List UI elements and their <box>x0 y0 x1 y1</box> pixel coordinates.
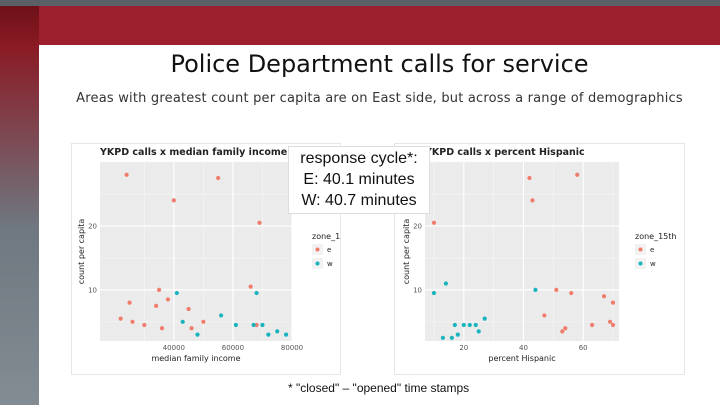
data-point-w <box>251 322 256 328</box>
data-point-e <box>542 313 547 318</box>
data-point-w <box>275 329 280 334</box>
x-tick-label: 80000 <box>281 344 303 352</box>
plot-background <box>100 162 292 341</box>
callout-heading: response cycle*: <box>300 150 418 167</box>
legend-key-w <box>638 261 643 266</box>
data-point-e <box>254 322 259 328</box>
data-point-w <box>254 290 259 296</box>
y-tick-label: 10 <box>88 286 97 294</box>
data-point-e <box>610 300 616 305</box>
x-axis-label: median family income <box>151 354 240 363</box>
data-point-w <box>431 290 437 296</box>
chart-title: YKPD calls x percent Hispanic <box>424 147 585 158</box>
data-point-e <box>127 300 132 305</box>
legend-key-w <box>315 261 320 266</box>
legend-label-w: w <box>327 260 333 268</box>
data-point-w <box>476 329 481 334</box>
data-point-e <box>171 198 176 203</box>
data-point-e <box>186 306 191 312</box>
data-point-e <box>118 316 123 321</box>
callout-east-time: E: 40.1 minutes <box>303 171 415 188</box>
data-point-e <box>530 198 535 203</box>
data-point-w <box>473 322 478 328</box>
income-scatter-chart: 40000 60000 80000 10 20 YKPD calls x median f… <box>77 147 340 363</box>
data-point-e <box>201 319 206 324</box>
y-tick-label: 20 <box>413 222 422 230</box>
y-tick-label: 10 <box>413 286 422 294</box>
footnote: * "closed" – "opened" time stamps <box>288 381 470 395</box>
legend-label-e: e <box>650 246 654 254</box>
data-point-w <box>219 313 224 318</box>
chart-title: YKPD calls x median family income <box>99 147 287 158</box>
data-point-e <box>156 287 162 292</box>
data-point-w <box>449 335 454 340</box>
data-point-e <box>257 220 262 225</box>
x-tick-label: 60000 <box>222 344 244 352</box>
legend-label-w: w <box>650 260 656 268</box>
data-point-e <box>563 326 568 331</box>
data-point-e <box>569 290 574 296</box>
legend-title: zone_15th <box>312 232 340 241</box>
data-point-w <box>233 322 238 328</box>
header-banner <box>39 6 720 45</box>
data-point-e <box>590 322 595 328</box>
data-point-e <box>165 297 171 302</box>
data-point-w <box>440 335 446 340</box>
data-point-e <box>554 287 559 292</box>
slide-subtitle: Areas with greatest count per capita are… <box>76 91 683 106</box>
response-cycle-callout: response cycle*: E: 40.1 minutes W: 40.7… <box>288 146 430 214</box>
data-point-e <box>189 326 194 331</box>
data-point-w <box>180 319 185 324</box>
data-point-e <box>607 319 613 324</box>
legend-key-e <box>315 247 320 252</box>
plot-background <box>425 162 619 341</box>
x-tick-label: 40 <box>519 344 528 352</box>
data-point-e <box>610 322 616 328</box>
data-point-e <box>575 172 580 177</box>
data-point-w <box>195 332 200 337</box>
callout-west-time: W: 40.7 minutes <box>301 192 417 209</box>
x-tick-label: 60 <box>579 344 588 352</box>
x-axis-label: percent Hispanic <box>488 354 555 363</box>
data-point-e <box>154 303 159 308</box>
data-point-e <box>216 175 221 181</box>
x-tick-label: 40000 <box>163 344 185 352</box>
legend-key-e <box>638 247 643 252</box>
data-point-w <box>455 332 460 337</box>
data-point-e <box>527 175 532 181</box>
y-axis-label: count per capita <box>402 219 411 285</box>
data-point-w <box>443 281 448 286</box>
data-point-w <box>467 322 472 328</box>
data-point-e <box>601 294 607 299</box>
slide-title: Police Department calls for service <box>170 50 589 78</box>
legend-label-e: e <box>327 246 331 254</box>
data-point-w <box>533 287 538 292</box>
hispanic-scatter-chart: 20 40 60 10 20 YKPD calls x percent Hispanic p… <box>402 147 676 363</box>
data-point-w <box>174 290 179 296</box>
data-point-w <box>452 322 457 328</box>
legend-title: zone_15th <box>635 232 676 241</box>
data-point-e <box>248 284 253 289</box>
data-point-e <box>124 172 129 177</box>
data-point-e <box>560 329 565 334</box>
data-point-w <box>260 322 265 328</box>
y-tick-label: 20 <box>88 222 97 230</box>
top-strip <box>0 0 720 6</box>
data-point-w <box>482 316 487 321</box>
y-axis-label: count per capita <box>77 219 86 285</box>
data-point-e <box>142 322 147 328</box>
data-point-e <box>431 220 437 225</box>
data-point-w <box>461 322 466 328</box>
data-point-e <box>130 319 135 324</box>
data-point-e <box>159 326 165 331</box>
hispanic-chart-panel: 20 40 60 10 20 YKPD calls x percent Hispanic p… <box>395 144 684 374</box>
data-point-w <box>283 332 289 337</box>
data-point-w <box>266 332 271 337</box>
x-tick-label: 20 <box>459 344 468 352</box>
left-accent-bar <box>0 6 39 405</box>
